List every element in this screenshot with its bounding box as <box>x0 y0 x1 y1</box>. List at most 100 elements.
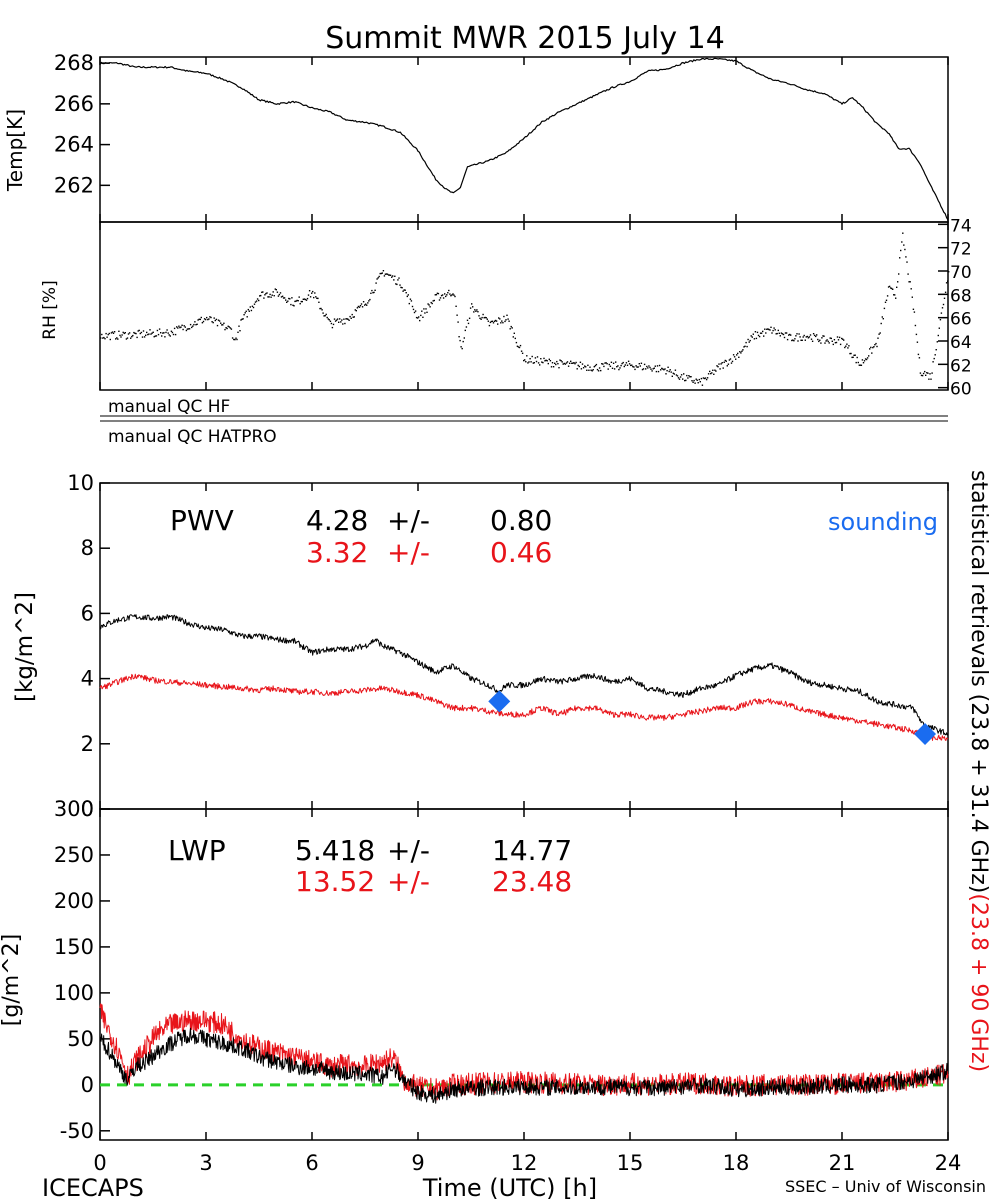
rh-point <box>668 370 670 373</box>
rh-point <box>313 296 315 299</box>
rh-point <box>633 366 635 368</box>
rh-point <box>333 318 336 320</box>
rh-point <box>178 325 180 327</box>
rh-point <box>592 369 594 371</box>
rh-point <box>856 356 858 359</box>
rh-point <box>413 311 416 314</box>
rh-point <box>299 303 301 305</box>
temp-ytick-label: 268 <box>54 51 94 75</box>
rh-point <box>220 322 222 324</box>
rh-point <box>486 318 488 320</box>
rh-point <box>146 331 148 334</box>
rh-point <box>162 332 164 334</box>
rh-point <box>611 367 614 369</box>
sounding-marker <box>488 690 511 713</box>
rh-point <box>285 299 287 301</box>
rh-point <box>937 334 939 337</box>
rh-point <box>207 318 209 321</box>
rh-point <box>604 362 606 364</box>
rh-point <box>195 324 197 326</box>
rh-point <box>469 307 472 309</box>
rh-point <box>478 315 480 317</box>
rh-point <box>828 342 830 344</box>
rh-point <box>218 320 221 322</box>
rh-point <box>155 335 158 337</box>
rh-point <box>853 354 855 356</box>
rh-point <box>751 336 753 338</box>
rh-point <box>559 359 561 361</box>
rh-point <box>497 323 499 325</box>
rh-point <box>601 363 603 365</box>
rh-point <box>554 362 556 364</box>
rh-point <box>547 362 549 365</box>
rh-point <box>893 294 895 296</box>
rh-point <box>236 338 238 341</box>
xtick-label: 6 <box>305 1151 318 1175</box>
rh-point <box>504 320 506 323</box>
pwv-ytick-label: 2 <box>81 732 94 756</box>
rh-point <box>627 360 630 362</box>
rh-point <box>605 362 607 364</box>
rh-point <box>609 365 612 367</box>
pwv-black-sd: 0.80 <box>490 504 552 537</box>
rh-point <box>929 373 931 375</box>
rh-point <box>362 301 365 303</box>
rh-point <box>785 332 788 334</box>
rh-point <box>334 320 337 322</box>
rh-point <box>710 372 712 375</box>
rh-point <box>353 316 355 318</box>
rh-point <box>326 316 328 319</box>
rh-point <box>535 360 538 363</box>
rh-point <box>789 333 791 336</box>
rh-point <box>564 363 567 365</box>
rh-point <box>525 361 527 363</box>
rh-point <box>921 374 924 377</box>
rh-point <box>824 342 826 344</box>
rh-point <box>886 295 889 297</box>
rh-point <box>447 292 449 294</box>
rh-point <box>888 285 891 288</box>
rh-point <box>911 296 913 298</box>
rh-point <box>407 294 409 296</box>
rh-point <box>105 332 107 335</box>
rh-point <box>305 299 308 301</box>
rh-point <box>940 312 943 314</box>
rh-point <box>664 368 666 370</box>
rh-point <box>706 377 709 379</box>
rh-point <box>452 293 454 295</box>
temp-panel: 268 266 264 262 Temp[K] <box>3 51 949 223</box>
rh-point <box>689 376 691 378</box>
rh-point <box>228 326 230 328</box>
rh-point <box>729 358 732 360</box>
legend-sounding: sounding <box>828 508 938 536</box>
pwv-red-mean: 3.32 <box>306 536 368 569</box>
rh-point <box>523 359 525 362</box>
rh-point <box>638 363 640 365</box>
rh-point <box>683 373 685 375</box>
rh-point <box>730 362 733 364</box>
rh-point <box>532 362 534 364</box>
rh-point <box>248 310 250 312</box>
rh-point <box>686 374 688 377</box>
rh-point <box>813 334 816 337</box>
rh-point <box>626 364 629 366</box>
rh-point <box>778 332 780 334</box>
chart-title: Summit MWR 2015 July 14 <box>325 21 725 56</box>
rh-point <box>448 289 450 292</box>
rh-point <box>870 346 872 349</box>
rh-point <box>120 336 122 338</box>
rh-point <box>576 368 578 370</box>
rh-point <box>572 362 574 364</box>
rh-point <box>819 339 821 341</box>
rh-point <box>752 333 754 335</box>
temp-ytick-label: 264 <box>54 133 94 157</box>
rh-point <box>924 370 926 373</box>
rh-point <box>366 304 368 306</box>
rh-point <box>948 271 950 273</box>
rh-point <box>701 384 704 386</box>
rh-point <box>844 346 846 349</box>
rh-point <box>606 363 608 365</box>
rh-point <box>739 351 741 353</box>
rh-point <box>520 350 523 352</box>
